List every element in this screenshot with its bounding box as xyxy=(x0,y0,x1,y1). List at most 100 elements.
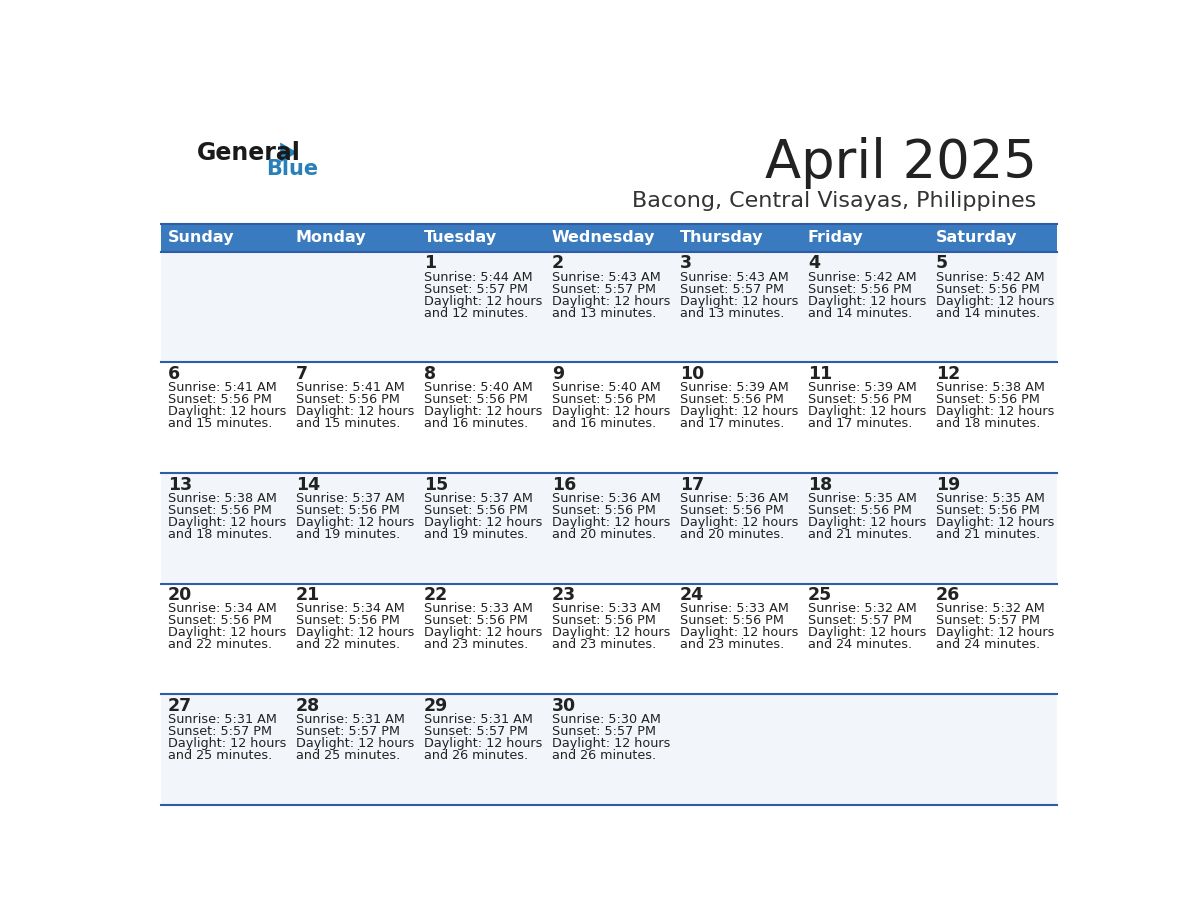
Text: Daylight: 12 hours: Daylight: 12 hours xyxy=(424,405,542,419)
Text: Sunrise: 5:43 AM: Sunrise: 5:43 AM xyxy=(680,271,789,284)
Text: Sunrise: 5:39 AM: Sunrise: 5:39 AM xyxy=(680,381,789,395)
Text: and 14 minutes.: and 14 minutes. xyxy=(808,307,912,319)
Text: and 20 minutes.: and 20 minutes. xyxy=(552,528,656,541)
Text: 21: 21 xyxy=(296,586,320,604)
Text: Sunrise: 5:34 AM: Sunrise: 5:34 AM xyxy=(296,602,405,615)
Text: Sunrise: 5:44 AM: Sunrise: 5:44 AM xyxy=(424,271,532,284)
Text: and 26 minutes.: and 26 minutes. xyxy=(552,749,656,762)
Text: Daylight: 12 hours: Daylight: 12 hours xyxy=(424,737,542,750)
Text: 13: 13 xyxy=(168,476,192,494)
Text: Daylight: 12 hours: Daylight: 12 hours xyxy=(552,295,670,308)
Text: 15: 15 xyxy=(424,476,448,494)
Text: 10: 10 xyxy=(680,365,704,383)
Text: Daylight: 12 hours: Daylight: 12 hours xyxy=(936,295,1054,308)
Text: Sunset: 5:57 PM: Sunset: 5:57 PM xyxy=(296,725,400,738)
Text: April 2025: April 2025 xyxy=(765,137,1037,188)
Text: Sunrise: 5:41 AM: Sunrise: 5:41 AM xyxy=(168,381,277,395)
Text: and 16 minutes.: and 16 minutes. xyxy=(552,417,656,431)
Text: Sunset: 5:56 PM: Sunset: 5:56 PM xyxy=(552,504,656,517)
Text: Sunrise: 5:32 AM: Sunrise: 5:32 AM xyxy=(936,602,1044,615)
Text: Sunset: 5:57 PM: Sunset: 5:57 PM xyxy=(424,725,527,738)
Text: and 24 minutes.: and 24 minutes. xyxy=(808,638,912,651)
Text: Daylight: 12 hours: Daylight: 12 hours xyxy=(680,295,798,308)
Text: and 18 minutes.: and 18 minutes. xyxy=(168,528,272,541)
Text: Daylight: 12 hours: Daylight: 12 hours xyxy=(424,626,542,639)
Text: Daylight: 12 hours: Daylight: 12 hours xyxy=(808,626,927,639)
Text: Sunrise: 5:43 AM: Sunrise: 5:43 AM xyxy=(552,271,661,284)
Text: and 18 minutes.: and 18 minutes. xyxy=(936,417,1041,431)
Text: 17: 17 xyxy=(680,476,704,494)
Text: Sunrise: 5:40 AM: Sunrise: 5:40 AM xyxy=(552,381,661,395)
Text: Sunset: 5:57 PM: Sunset: 5:57 PM xyxy=(936,614,1040,627)
Text: and 13 minutes.: and 13 minutes. xyxy=(552,307,656,319)
Text: 28: 28 xyxy=(296,697,320,715)
Text: Sunset: 5:57 PM: Sunset: 5:57 PM xyxy=(552,725,656,738)
Text: Sunset: 5:57 PM: Sunset: 5:57 PM xyxy=(808,614,912,627)
Text: Daylight: 12 hours: Daylight: 12 hours xyxy=(552,626,670,639)
Text: Sunset: 5:56 PM: Sunset: 5:56 PM xyxy=(296,504,399,517)
Text: Sunset: 5:56 PM: Sunset: 5:56 PM xyxy=(424,504,527,517)
Text: 1: 1 xyxy=(424,254,436,273)
Text: Daylight: 12 hours: Daylight: 12 hours xyxy=(168,626,286,639)
Bar xyxy=(160,584,1057,694)
Text: Daylight: 12 hours: Daylight: 12 hours xyxy=(936,626,1054,639)
Text: Daylight: 12 hours: Daylight: 12 hours xyxy=(808,516,927,529)
Text: 20: 20 xyxy=(168,586,192,604)
Text: Monday: Monday xyxy=(296,230,366,245)
Text: Daylight: 12 hours: Daylight: 12 hours xyxy=(296,626,415,639)
Text: Daylight: 12 hours: Daylight: 12 hours xyxy=(168,516,286,529)
Text: Sunset: 5:56 PM: Sunset: 5:56 PM xyxy=(424,614,527,627)
Text: and 12 minutes.: and 12 minutes. xyxy=(424,307,529,319)
Text: Sunrise: 5:31 AM: Sunrise: 5:31 AM xyxy=(296,713,405,726)
Text: 26: 26 xyxy=(936,586,960,604)
Text: and 15 minutes.: and 15 minutes. xyxy=(168,417,272,431)
Text: Daylight: 12 hours: Daylight: 12 hours xyxy=(680,405,798,419)
Polygon shape xyxy=(280,142,297,162)
Text: Sunrise: 5:39 AM: Sunrise: 5:39 AM xyxy=(808,381,917,395)
Bar xyxy=(160,363,1057,473)
Text: Daylight: 12 hours: Daylight: 12 hours xyxy=(168,405,286,419)
Text: Sunrise: 5:30 AM: Sunrise: 5:30 AM xyxy=(552,713,661,726)
Text: Sunrise: 5:35 AM: Sunrise: 5:35 AM xyxy=(808,492,917,505)
Text: Sunrise: 5:38 AM: Sunrise: 5:38 AM xyxy=(168,492,277,505)
Text: and 14 minutes.: and 14 minutes. xyxy=(936,307,1040,319)
Text: Sunrise: 5:31 AM: Sunrise: 5:31 AM xyxy=(168,713,277,726)
Text: 12: 12 xyxy=(936,365,960,383)
Bar xyxy=(160,224,1057,252)
Text: Sunrise: 5:37 AM: Sunrise: 5:37 AM xyxy=(424,492,532,505)
Text: and 13 minutes.: and 13 minutes. xyxy=(680,307,784,319)
Text: and 19 minutes.: and 19 minutes. xyxy=(424,528,529,541)
Text: Sunset: 5:56 PM: Sunset: 5:56 PM xyxy=(808,393,911,407)
Text: 27: 27 xyxy=(168,697,192,715)
Text: Bacong, Central Visayas, Philippines: Bacong, Central Visayas, Philippines xyxy=(632,191,1037,211)
Bar xyxy=(160,694,1057,805)
Text: Blue: Blue xyxy=(266,160,318,179)
Text: Sunset: 5:56 PM: Sunset: 5:56 PM xyxy=(168,614,272,627)
Text: Daylight: 12 hours: Daylight: 12 hours xyxy=(168,737,286,750)
Text: 3: 3 xyxy=(680,254,691,273)
Text: 6: 6 xyxy=(168,365,181,383)
Text: 23: 23 xyxy=(552,586,576,604)
Text: 18: 18 xyxy=(808,476,832,494)
Text: and 22 minutes.: and 22 minutes. xyxy=(296,638,400,651)
Text: Sunset: 5:56 PM: Sunset: 5:56 PM xyxy=(936,504,1040,517)
Text: and 26 minutes.: and 26 minutes. xyxy=(424,749,527,762)
Bar xyxy=(160,473,1057,584)
Text: and 17 minutes.: and 17 minutes. xyxy=(808,417,912,431)
Text: and 19 minutes.: and 19 minutes. xyxy=(296,528,400,541)
Text: and 16 minutes.: and 16 minutes. xyxy=(424,417,529,431)
Text: Daylight: 12 hours: Daylight: 12 hours xyxy=(680,516,798,529)
Text: Saturday: Saturday xyxy=(936,230,1017,245)
Text: 16: 16 xyxy=(552,476,576,494)
Text: Sunset: 5:56 PM: Sunset: 5:56 PM xyxy=(424,393,527,407)
Text: Sunrise: 5:42 AM: Sunrise: 5:42 AM xyxy=(808,271,916,284)
Text: Sunrise: 5:31 AM: Sunrise: 5:31 AM xyxy=(424,713,532,726)
Text: Daylight: 12 hours: Daylight: 12 hours xyxy=(808,295,927,308)
Text: Sunset: 5:56 PM: Sunset: 5:56 PM xyxy=(936,393,1040,407)
Text: Sunset: 5:56 PM: Sunset: 5:56 PM xyxy=(168,393,272,407)
Text: Daylight: 12 hours: Daylight: 12 hours xyxy=(296,737,415,750)
Text: 11: 11 xyxy=(808,365,832,383)
Text: 8: 8 xyxy=(424,365,436,383)
Text: Daylight: 12 hours: Daylight: 12 hours xyxy=(680,626,798,639)
Text: Daylight: 12 hours: Daylight: 12 hours xyxy=(936,405,1054,419)
